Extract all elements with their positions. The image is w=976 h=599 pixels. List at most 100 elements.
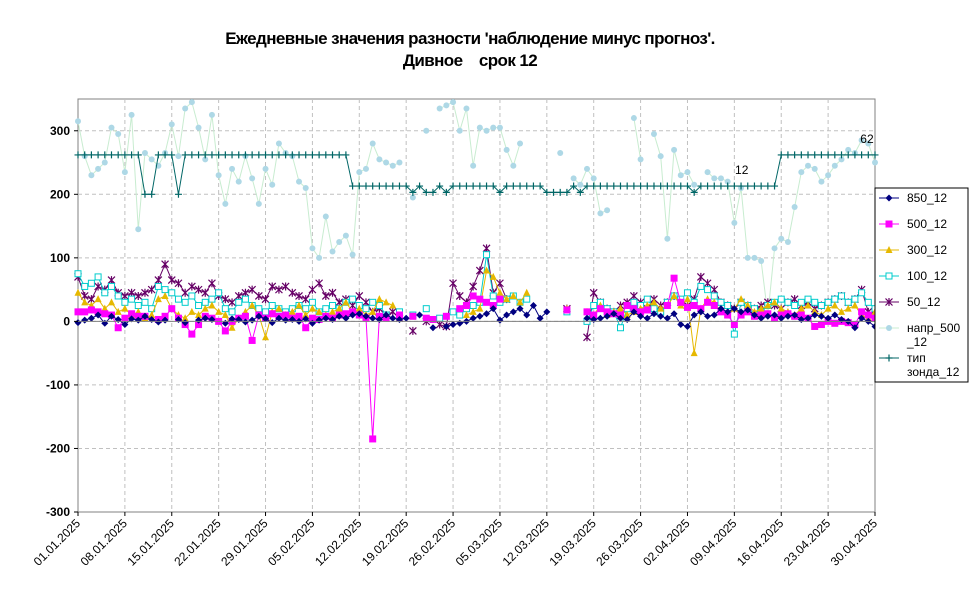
300-12-point (757, 304, 765, 312)
тип-зонда-12-point (509, 182, 517, 190)
тип-зонда-12-point (402, 182, 410, 190)
тип-зонда-12-point (570, 182, 578, 190)
напр-500-12-point (845, 146, 852, 153)
напр-500-12-point (222, 200, 229, 207)
100-12-point (107, 282, 115, 290)
x-tick-label: 01.01.2025 (31, 516, 84, 569)
850-12-point (389, 314, 397, 322)
напр-500-12-point (597, 210, 604, 217)
500-12-point (395, 311, 403, 319)
100-12-point (228, 308, 236, 316)
50-12-point (187, 282, 196, 291)
850-12-point (764, 312, 772, 320)
300-12-point (496, 288, 504, 296)
500-12-point (704, 298, 712, 306)
50-12-point (703, 279, 712, 288)
850-12-point (335, 312, 343, 320)
тип-зонда-12-point (221, 151, 229, 159)
100-12-point (221, 305, 229, 313)
500-12-point (663, 302, 671, 309)
850-12-point (724, 308, 732, 316)
850-12-point (483, 310, 491, 318)
legend-label: 500_12 (907, 217, 947, 231)
500-12-point (121, 314, 129, 322)
300-12-point (94, 295, 102, 303)
500-12-point (81, 308, 89, 316)
50-12-point (221, 295, 230, 304)
300-12-point (288, 307, 296, 315)
50-12-point (154, 276, 163, 285)
100-12-point (208, 295, 216, 303)
тип-зонда-12-point (630, 182, 638, 190)
тип-зонда-12-point (489, 182, 497, 190)
850-12-point (643, 314, 651, 322)
850-12-point (637, 312, 645, 320)
50-12-point (589, 288, 598, 297)
100-12-point (369, 298, 377, 306)
300-12-point (811, 307, 819, 315)
тип-зонда-12-point (375, 182, 383, 190)
300-12-point (302, 311, 310, 319)
100-12-point (811, 298, 819, 306)
напр-500-12-point (208, 111, 215, 118)
напр-500-12-point (831, 162, 838, 169)
500-12-point (690, 302, 698, 309)
напр-500-12-point (637, 156, 644, 163)
100-12-point (831, 295, 839, 303)
тип-зонда-12-point (322, 151, 330, 159)
850-12-point (811, 311, 819, 319)
100-12-point (777, 295, 785, 303)
850-12-point (596, 314, 604, 322)
напр-500-12-point (175, 153, 182, 160)
annotation-label: 62 (860, 132, 874, 146)
50-12-point (147, 285, 156, 294)
напр-500-12-point (510, 162, 517, 169)
annotation-label: 12 (735, 163, 749, 177)
x-tick-label: 30.04.2025 (828, 516, 881, 569)
500-12-point (282, 311, 290, 319)
500-12-point (858, 308, 866, 316)
напр-500-12-point (296, 178, 303, 185)
850-12-point (851, 324, 859, 332)
100-12-point (168, 289, 176, 297)
850-12-point (469, 314, 477, 322)
напр-500-12-point (758, 258, 765, 265)
x-tick-label: 05.03.2025 (453, 516, 506, 569)
тип-зонда-12-point (101, 151, 109, 159)
тип-зонда-12-point (536, 182, 544, 190)
legend-label: _12 (906, 335, 927, 349)
100-12-point (797, 298, 805, 306)
напр-500-12-point (75, 118, 81, 125)
50-12-point (234, 291, 243, 300)
500-12-point (683, 303, 691, 311)
300-12-point (308, 304, 316, 312)
850-12-point (342, 314, 350, 322)
100-12-point (710, 292, 718, 300)
850-12-point (730, 305, 738, 313)
850-12-point (94, 311, 102, 319)
500-12-point (811, 322, 819, 330)
напр-500-12-point (249, 175, 256, 182)
300-12-point (462, 311, 470, 319)
500-12-point (168, 305, 176, 313)
300-12-point (824, 304, 832, 312)
300-12-point (342, 298, 350, 306)
напр-500-12-point (577, 181, 584, 188)
100-12-point (717, 298, 725, 306)
50-12-point (134, 291, 143, 300)
500-12-point (831, 319, 839, 327)
тип-зонда-12-point (114, 151, 122, 159)
850-12-point (262, 315, 270, 323)
850-12-point (663, 314, 671, 322)
850-12-point (349, 311, 357, 319)
legend-label: тип (907, 351, 926, 365)
850-12-point (141, 312, 149, 320)
напр-500-12-point (349, 251, 356, 258)
y-tick-label: 0 (63, 314, 70, 328)
напр-500-12-point (275, 140, 282, 147)
тип-зонда-12-point (864, 151, 872, 159)
series-line-850-12 (446, 304, 548, 327)
50-12-point (228, 298, 236, 307)
напр-500-12-point (657, 153, 664, 160)
